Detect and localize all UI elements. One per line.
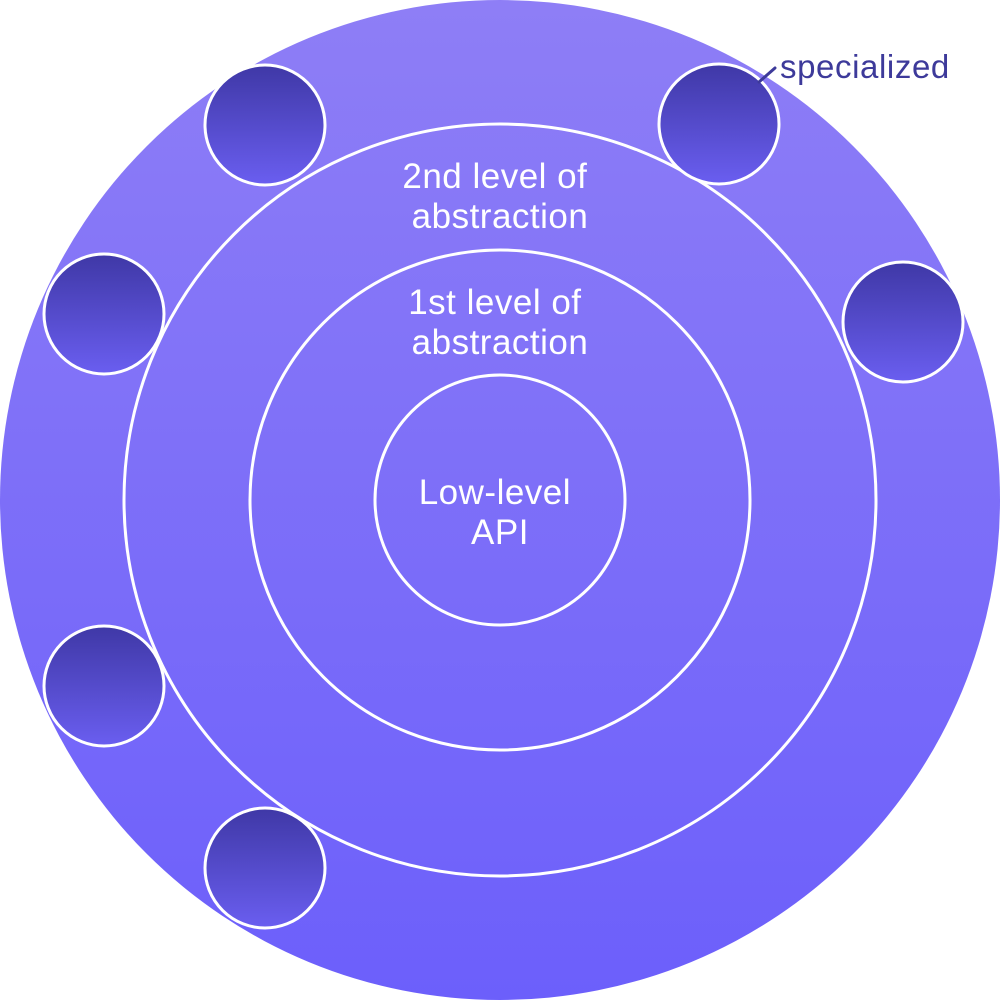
specialized-node [203,806,327,930]
specialized-node [42,252,166,376]
label-first-level: 1st level of abstraction [408,283,592,362]
specialized-nodes [42,62,965,930]
specialized-callout-line [757,66,777,84]
label-low-level: Low-level API [419,473,582,552]
ring-second-level [122,122,878,878]
ring-low-level [373,373,627,627]
specialized-node [203,63,327,187]
specialized-node [42,624,166,748]
label-second-level: 2nd level of abstraction [402,157,597,236]
specialized-node [841,260,965,384]
specialized-node [657,62,781,186]
ring-first-level [248,248,752,752]
specialized-callout-label: specialized [780,48,950,85]
